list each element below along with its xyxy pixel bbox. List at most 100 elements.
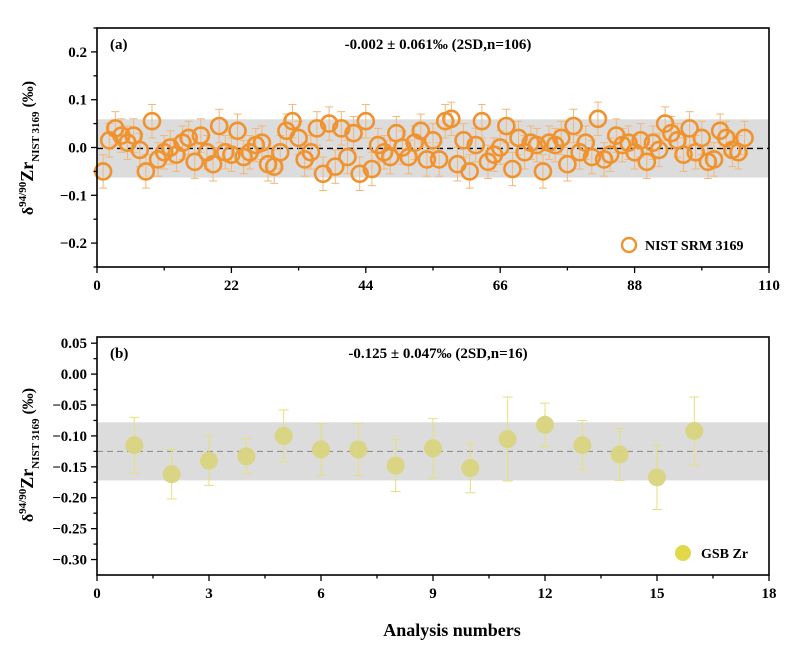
data-point <box>283 111 302 131</box>
data-point <box>674 145 693 164</box>
error-bar <box>355 156 364 192</box>
x-axis-label: Analysis numbers <box>383 620 521 640</box>
data-point <box>472 111 492 131</box>
data-point <box>619 133 638 153</box>
data-point <box>533 162 553 181</box>
error-bar <box>538 154 547 189</box>
data-point <box>289 128 308 148</box>
data-point <box>649 140 669 160</box>
data-point <box>588 109 608 129</box>
error-bar <box>331 149 340 184</box>
y-tick-label: 0.0 <box>68 141 87 157</box>
legend-label: NIST SRM 3169 <box>645 239 744 254</box>
data-point <box>222 145 241 164</box>
data-point <box>319 114 339 133</box>
x-tick-label: 12 <box>538 586 553 602</box>
data-point <box>423 131 443 150</box>
y-axis-label: δ94/90ZrNIST 3169 (‰) <box>17 388 42 522</box>
y-tick-label: 0.00 <box>61 367 87 383</box>
data-point <box>442 109 461 129</box>
data-point <box>461 459 480 478</box>
legend-label: GSB Zr <box>701 547 748 562</box>
error-bar <box>99 154 108 189</box>
data-point <box>362 159 382 179</box>
data-point <box>460 162 479 181</box>
y-axis-label-part: (‰) <box>20 81 37 112</box>
stats-annotation: -0.002 ± 0.061‰ (2SD,n=106) <box>345 37 532 53</box>
x-tick-label: 44 <box>358 278 374 294</box>
legend-marker <box>620 236 638 254</box>
panel-a: 0 22 44 66 88 110 −0.2 −0.1 0.0 0.1 0.2 (a) -0.002 ±… <box>17 27 780 294</box>
y-tick-label: −0.1 <box>60 188 87 204</box>
panel-label: (a) <box>110 37 128 53</box>
data-point <box>680 119 699 138</box>
data-point <box>600 145 620 164</box>
data-point <box>344 123 363 143</box>
y-axis-label-part: 94/90 <box>17 181 29 207</box>
y-tick-label: −0.30 <box>52 553 87 569</box>
y-tick-label: −0.20 <box>52 491 87 507</box>
y-axis-label-part: NIST 3169 <box>30 418 42 469</box>
data-point <box>125 436 144 455</box>
error-bar <box>465 154 474 189</box>
data-point <box>237 447 256 466</box>
error-bar <box>532 127 541 163</box>
error-bar <box>221 135 230 170</box>
data-point <box>551 128 571 148</box>
x-tick-label: 22 <box>224 278 239 294</box>
data-point <box>573 436 592 455</box>
data-point <box>610 445 629 464</box>
data-point <box>380 147 400 167</box>
error-bar <box>361 103 370 139</box>
error-bar <box>337 111 346 146</box>
data-point <box>648 468 666 487</box>
data-point <box>179 128 198 148</box>
data-point <box>564 116 583 136</box>
data-point <box>228 121 247 141</box>
data-point <box>429 150 449 169</box>
y-tick-label: −0.25 <box>52 522 87 538</box>
y-axis-label-part: δ <box>20 207 37 215</box>
data-point <box>393 138 412 157</box>
y-axis-label: δ94/90ZrNIST 3169 (‰) <box>17 81 42 215</box>
data-point <box>631 131 651 150</box>
data-point <box>252 133 272 153</box>
data-point <box>130 140 150 160</box>
data-point <box>704 150 724 169</box>
data-point <box>338 147 357 167</box>
error-bar <box>593 101 602 137</box>
data-point <box>350 164 369 184</box>
error-bar <box>545 125 554 160</box>
data-point <box>692 128 712 148</box>
error-bar <box>563 147 572 182</box>
data-point <box>637 152 657 172</box>
error-bar <box>710 142 719 177</box>
x-tick-label: 66 <box>493 278 509 294</box>
data-point <box>332 119 351 138</box>
data-point <box>301 142 321 162</box>
data-point <box>735 128 754 148</box>
error-bar <box>147 103 156 139</box>
data-point <box>209 116 229 136</box>
data-point <box>466 135 486 155</box>
data-point <box>203 154 223 174</box>
data-point <box>191 126 211 145</box>
data-point <box>498 430 517 448</box>
y-axis-label-part: Zr <box>17 162 37 182</box>
legend-marker <box>675 545 691 561</box>
x-tick-label: 15 <box>650 586 665 602</box>
y-tick-label: 0.2 <box>68 45 87 61</box>
y-axis-label-part: (‰) <box>20 388 37 419</box>
data-point <box>312 440 330 459</box>
error-bar <box>319 156 328 192</box>
error-bar <box>441 103 450 139</box>
x-tick-label: 6 <box>317 586 325 602</box>
error-bar <box>447 101 456 137</box>
x-tick-label: 88 <box>627 278 642 294</box>
data-point <box>536 415 554 434</box>
data-point <box>582 147 602 167</box>
data-point <box>685 421 704 440</box>
data-point <box>417 150 437 169</box>
error-bar <box>325 106 334 141</box>
data-point <box>490 138 510 157</box>
